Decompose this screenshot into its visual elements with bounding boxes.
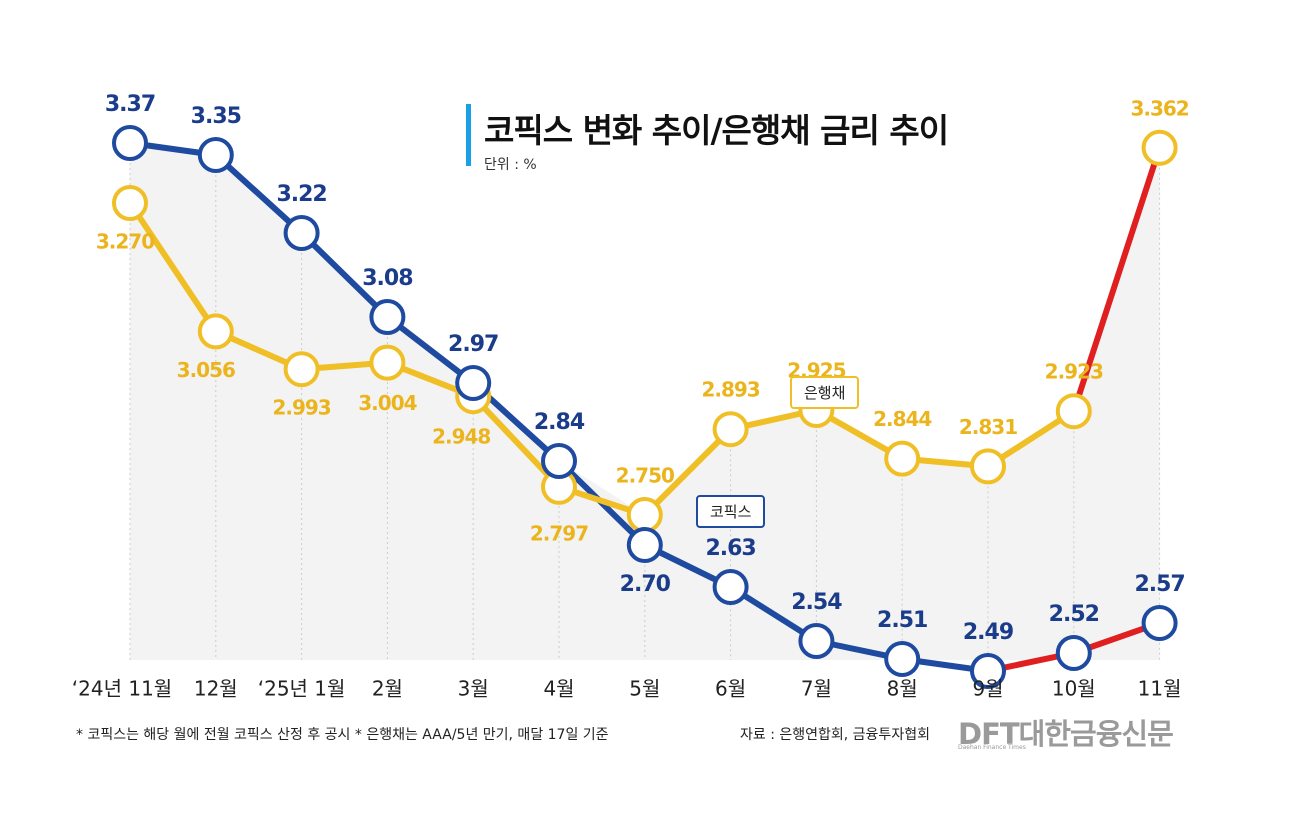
kofix-point xyxy=(970,653,1006,689)
x-tick-label: 2월 xyxy=(372,677,403,701)
bank-bond-value-label: 2.923 xyxy=(1045,360,1103,384)
kofix-point xyxy=(369,299,406,335)
kofix-value-label: 2.57 xyxy=(1134,572,1184,597)
kofix-point xyxy=(112,125,148,161)
series-segment xyxy=(212,152,305,236)
bank-bond-point xyxy=(197,313,234,350)
source-credit: 자료 : 은행연합회, 금융투자협회 xyxy=(740,727,930,743)
title-accent-bar xyxy=(466,104,471,166)
kofix-point xyxy=(1055,635,1092,671)
kofix-value-label: 2.97 xyxy=(448,332,498,357)
x-tick-label: ‘24년 11월 xyxy=(72,677,172,701)
point-layer xyxy=(112,125,1178,689)
kofix-point xyxy=(712,569,749,605)
kofix-value-label: 3.37 xyxy=(105,92,155,117)
bank-bond-value-label: 2.893 xyxy=(701,378,759,402)
bank-bond-point xyxy=(626,497,663,533)
x-tick-label: 7월 xyxy=(801,677,832,701)
kofix-point xyxy=(283,215,320,251)
x-tick-label: 4월 xyxy=(543,677,574,701)
grid-layer xyxy=(129,143,1161,660)
x-tick-layer: ‘24년 11월 12월 ‘25년 1월 2월 3월 4월 5월 6월 7월 8월 9월 10월 11월 xyxy=(72,677,1182,701)
bank-bond-point xyxy=(712,411,749,448)
legend-callout-bank-bond: 은행채 xyxy=(790,376,860,409)
bank-bond-point xyxy=(970,448,1006,485)
x-tick-label: 12월 xyxy=(194,677,238,701)
kofix-point xyxy=(455,365,492,401)
x-tick-label: 9월 xyxy=(972,677,1003,701)
bank-bond-value-label: 3.004 xyxy=(358,391,416,415)
bank-bond-point xyxy=(283,351,320,388)
bank-bond-point xyxy=(884,440,921,477)
background-area xyxy=(130,143,1160,660)
bank-bond-value-label: 2.948 xyxy=(432,425,490,449)
kofix-value-label: 3.22 xyxy=(276,182,326,207)
x-tick-label: 3월 xyxy=(458,677,489,701)
chart-title: 코픽스 변화 추이/은행채 금리 추이 xyxy=(484,111,949,150)
series-segment xyxy=(1070,144,1163,415)
bank-bond-value-label: 3.270 xyxy=(96,230,154,254)
label-layer: 3.270 3.056 2.993 3.004 2.948 2.797 2.750 2.893… xyxy=(96,92,1190,645)
footnote: * 코픽스는 해당 월에 전월 코픽스 산정 후 공시 * 은행채는 AAA/5… xyxy=(76,727,609,743)
kofix-point xyxy=(626,527,663,563)
kofix-value-label: 2.51 xyxy=(877,608,927,633)
x-tick-label: 8월 xyxy=(887,677,918,701)
kofix-point xyxy=(884,641,921,677)
kofix-value-label: 2.70 xyxy=(620,572,671,597)
kofix-point xyxy=(798,623,835,659)
unit-label: 단위 : % xyxy=(484,157,537,173)
kofix-point xyxy=(197,137,234,173)
x-tick-label: 5월 xyxy=(629,677,660,701)
kofix-value-label: 2.52 xyxy=(1049,602,1099,627)
x-tick-label: 10월 xyxy=(1052,677,1096,701)
bank-bond-point xyxy=(1055,393,1092,430)
x-tick-label: ‘25년 1월 xyxy=(258,677,346,701)
kofix-value-label: 2.63 xyxy=(705,536,755,561)
kofix-point xyxy=(541,443,577,479)
bank-bond-point xyxy=(369,344,406,381)
x-tick-label: 11월 xyxy=(1138,677,1182,701)
kofix-point xyxy=(1141,605,1178,641)
bank-bond-value-label: 2.831 xyxy=(959,415,1017,439)
kofix-value-label: 2.54 xyxy=(791,590,842,615)
bank-bond-value-label: 2.993 xyxy=(272,396,330,420)
bank-bond-point xyxy=(112,185,148,221)
bank-bond-point xyxy=(1141,129,1178,166)
series-segment xyxy=(298,230,391,320)
kofix-value-label: 2.49 xyxy=(963,620,1013,645)
bank-bond-value-label: 2.750 xyxy=(616,464,674,488)
publisher-logo: DFT대한금융신문 xyxy=(958,717,1174,751)
kofix-value-label: 2.84 xyxy=(534,410,585,435)
bank-bond-value-label: 2.844 xyxy=(873,407,931,431)
kofix-value-label: 3.35 xyxy=(191,104,241,129)
bank-bond-value-label: 3.362 xyxy=(1130,96,1188,120)
x-tick-label: 6월 xyxy=(715,677,746,701)
legend-callout-kofix: 코픽스 xyxy=(696,495,766,528)
series-segment xyxy=(641,426,734,518)
bank-bond-value-label: 2.797 xyxy=(530,521,588,545)
series-segment xyxy=(384,314,477,386)
series-segment xyxy=(127,200,219,335)
bank-bond-value-label: 3.056 xyxy=(177,358,235,382)
publisher-logo-subtitle: Daehan Finance Times xyxy=(958,744,1026,751)
kofix-value-label: 3.08 xyxy=(362,266,412,291)
background-layer xyxy=(130,143,1160,660)
